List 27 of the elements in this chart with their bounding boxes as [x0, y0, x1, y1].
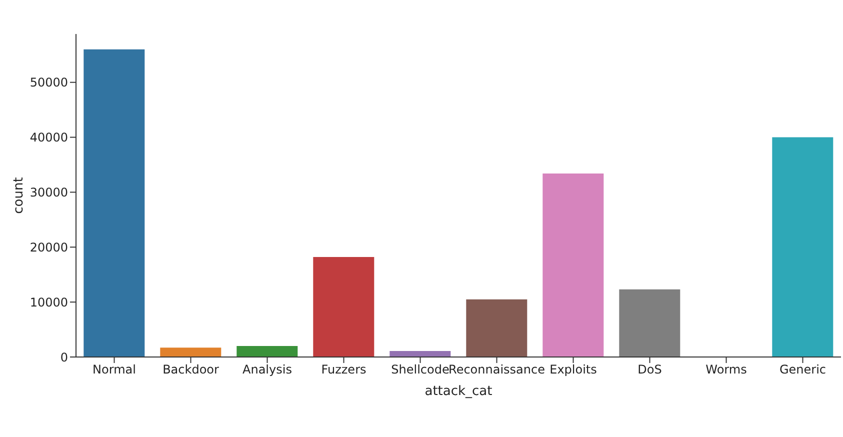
bar — [542, 174, 604, 357]
bar — [466, 299, 528, 357]
x-axis-title: attack_cat — [424, 384, 492, 399]
bar — [313, 257, 374, 357]
x-tick-label: Worms — [706, 362, 747, 377]
bar — [236, 346, 298, 357]
x-tick-label: DoS — [638, 362, 662, 377]
y-tick-label: 50000 — [30, 76, 68, 90]
bar — [619, 289, 680, 357]
y-axis-title: count — [12, 177, 27, 214]
y-tick-label: 10000 — [30, 295, 68, 310]
y-tick-label: 20000 — [30, 240, 68, 254]
y-tick-label: 40000 — [30, 130, 68, 145]
x-tick-label: Analysis — [242, 362, 292, 377]
x-tick-label: Generic — [779, 362, 826, 377]
y-tick-label: 30000 — [30, 185, 68, 200]
bar — [772, 137, 834, 357]
x-tick-label: Reconnaissance — [448, 362, 545, 377]
x-tick-label: Exploits — [550, 362, 597, 377]
x-tick-label: Fuzzers — [321, 362, 366, 377]
x-tick-label: Normal — [92, 362, 136, 377]
bar — [390, 350, 451, 357]
bar — [160, 348, 222, 357]
bar — [84, 49, 145, 357]
x-tick-label: Shellcode — [391, 362, 450, 377]
x-tick-label: Backdoor — [162, 362, 219, 377]
y-tick-label: 0 — [60, 350, 68, 364]
